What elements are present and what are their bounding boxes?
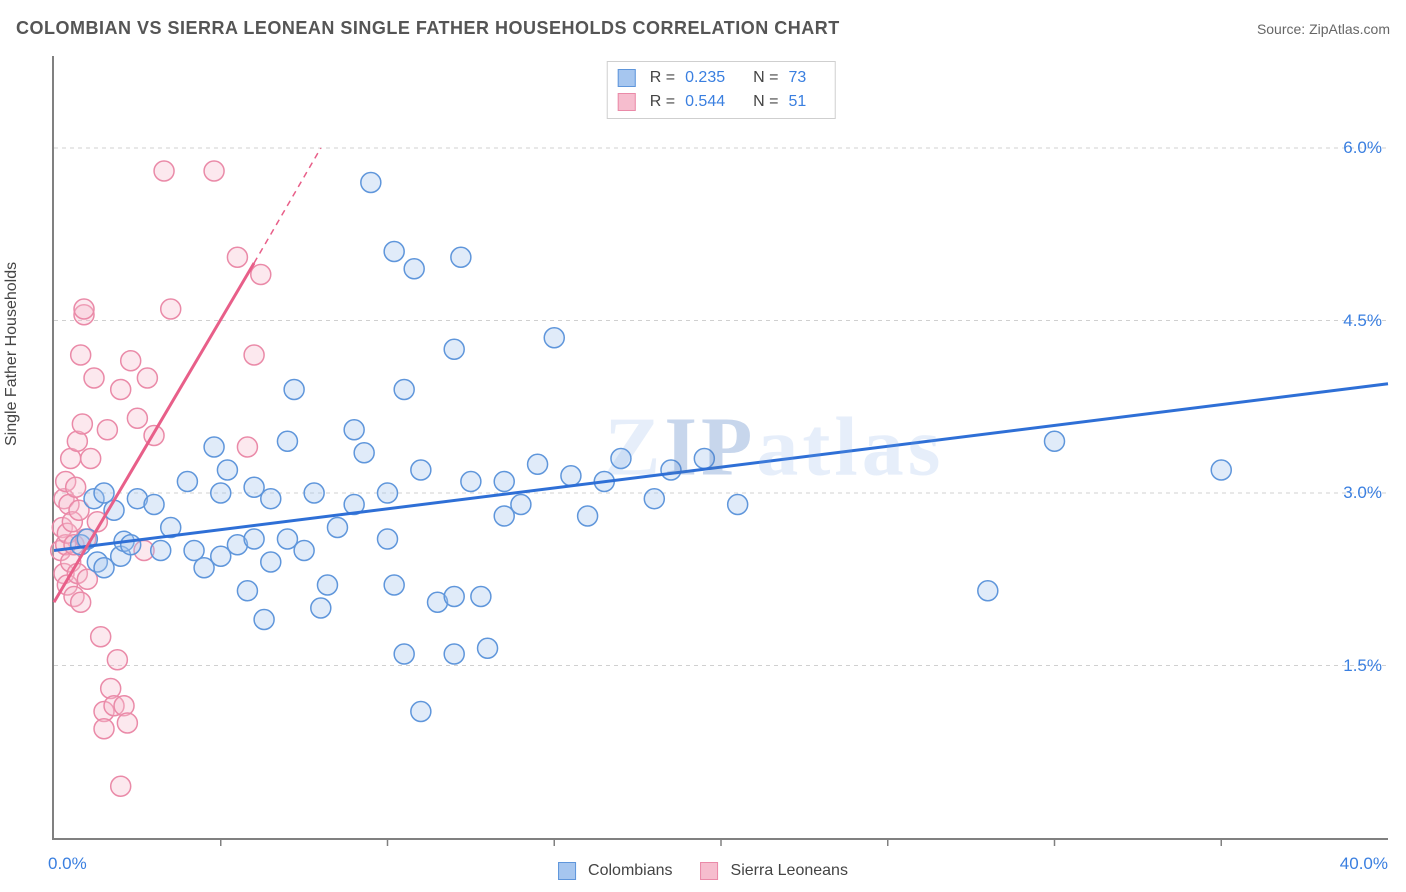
stats-box: R = 0.235 N = 73 R = 0.544 N = 51: [607, 61, 836, 119]
source-label: Source: ZipAtlas.com: [1257, 21, 1390, 37]
y-tick-label: 4.5%: [1343, 311, 1382, 331]
y-tick-label: 1.5%: [1343, 656, 1382, 676]
stats-row-2: R = 0.544 N = 51: [618, 90, 825, 114]
legend-swatch-sierra-leoneans: [701, 862, 719, 880]
plot-area: ZIPatlas R = 0.235 N = 73 R = 0.544 N = …: [52, 56, 1388, 840]
swatch-sierra-leoneans: [618, 93, 636, 111]
title-row: COLOMBIAN VS SIERRA LEONEAN SINGLE FATHE…: [16, 18, 1390, 39]
x-axis-max-label: 40.0%: [1340, 854, 1388, 874]
stats-row-1: R = 0.235 N = 73: [618, 66, 825, 90]
plot-svg: [54, 56, 1388, 838]
legend-label-colombians: Colombians: [588, 862, 672, 880]
x-axis-origin-label: 0.0%: [48, 854, 87, 874]
y-tick-label: 6.0%: [1343, 138, 1382, 158]
source-link[interactable]: ZipAtlas.com: [1309, 21, 1390, 37]
legend-swatch-colombians: [558, 862, 576, 880]
chart-container: COLOMBIAN VS SIERRA LEONEAN SINGLE FATHE…: [0, 0, 1406, 892]
legend-item-sierra-leoneans: Sierra Leoneans: [701, 862, 848, 880]
y-tick-label: 3.0%: [1343, 483, 1382, 503]
chart-title: COLOMBIAN VS SIERRA LEONEAN SINGLE FATHE…: [16, 18, 840, 39]
bottom-legend: Colombians Sierra Leoneans: [558, 862, 848, 880]
swatch-colombians: [618, 69, 636, 87]
y-axis-label: Single Father Households: [3, 262, 21, 446]
legend-label-sierra-leoneans: Sierra Leoneans: [731, 862, 848, 880]
legend-item-colombians: Colombians: [558, 862, 672, 880]
